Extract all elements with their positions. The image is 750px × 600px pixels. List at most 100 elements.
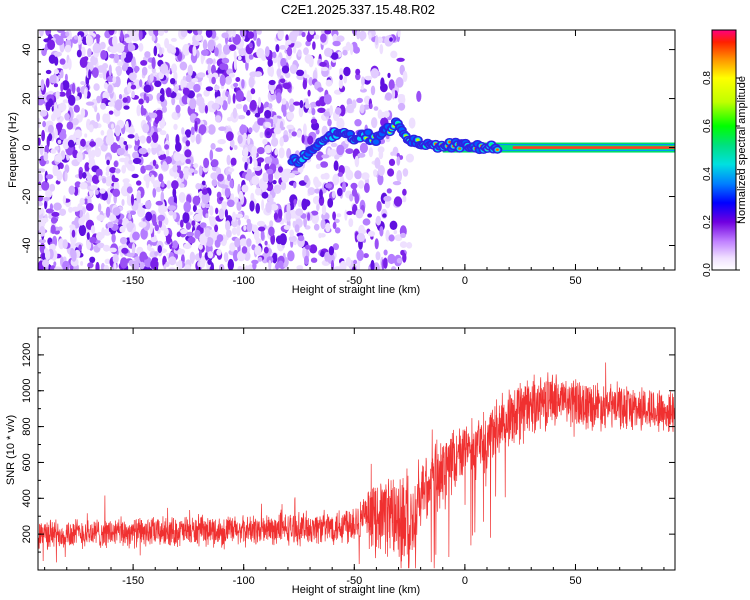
noise-blob bbox=[373, 169, 378, 177]
noise-blob bbox=[295, 208, 304, 216]
noise-blob bbox=[57, 139, 62, 144]
noise-blob bbox=[96, 95, 102, 104]
noise-blob bbox=[281, 65, 290, 74]
noise-blob bbox=[226, 131, 234, 142]
noise-blob bbox=[247, 134, 251, 146]
noise-blob bbox=[62, 138, 70, 150]
noise-blob bbox=[92, 43, 102, 54]
noise-blob bbox=[205, 236, 214, 247]
noise-blob bbox=[226, 199, 235, 208]
colorbar: 0.0 0.2 0.4 0.6 0.8 Normalized spectral ampl… bbox=[702, 29, 748, 277]
noise-blob bbox=[275, 262, 280, 270]
noise-blob bbox=[251, 175, 260, 186]
noise-blob bbox=[207, 39, 215, 52]
noise-blob bbox=[211, 102, 220, 110]
noise-blob bbox=[42, 120, 46, 128]
noise-blob bbox=[293, 101, 301, 106]
noise-blob bbox=[71, 82, 76, 94]
noise-blob bbox=[53, 83, 59, 88]
noise-blob bbox=[406, 242, 413, 249]
noise-blob bbox=[357, 152, 366, 158]
noise-blob bbox=[343, 66, 351, 77]
noise-blob bbox=[323, 172, 330, 180]
noise-blob bbox=[358, 180, 365, 189]
noise-blob bbox=[256, 48, 265, 59]
noise-blob bbox=[382, 213, 387, 218]
noise-blob bbox=[86, 174, 93, 183]
noise-blob bbox=[171, 180, 179, 190]
spectrogram-frame bbox=[37, 29, 676, 271]
noise-blob bbox=[286, 202, 291, 215]
noise-blob bbox=[320, 251, 325, 258]
noise-blob bbox=[183, 201, 191, 213]
noise-blob bbox=[396, 257, 403, 264]
noise-blob bbox=[346, 210, 354, 216]
noise-blob bbox=[90, 225, 96, 234]
noise-blob bbox=[39, 110, 48, 117]
noise-blob bbox=[83, 198, 89, 205]
noise-blob bbox=[324, 30, 332, 35]
noise-blob bbox=[165, 87, 172, 98]
noise-blob bbox=[400, 232, 406, 238]
noise-blob bbox=[205, 30, 213, 38]
noise-blob bbox=[228, 30, 232, 38]
noise-blob bbox=[297, 166, 304, 173]
noise-blob bbox=[78, 217, 85, 226]
noise-blob bbox=[95, 168, 103, 178]
noise-blob bbox=[235, 213, 244, 218]
noise-blob bbox=[144, 51, 151, 58]
noise-blob bbox=[329, 105, 334, 116]
noise-blob bbox=[62, 256, 67, 263]
noise-blob bbox=[223, 252, 229, 263]
noise-blob bbox=[369, 103, 373, 109]
noise-blob bbox=[263, 246, 269, 254]
spectrogram-y-tick-label: -20 bbox=[21, 189, 33, 205]
noise-blob bbox=[194, 120, 198, 132]
noise-blob bbox=[122, 97, 128, 103]
noise-blob bbox=[109, 247, 117, 253]
noise-blob bbox=[209, 216, 216, 227]
noise-blob bbox=[224, 209, 228, 218]
noise-blob bbox=[152, 131, 159, 143]
noise-blob bbox=[350, 182, 358, 190]
noise-blob bbox=[247, 264, 254, 270]
noise-blob bbox=[120, 257, 128, 269]
noise-blob bbox=[215, 207, 219, 215]
noise-blob bbox=[233, 82, 239, 88]
noise-blob bbox=[236, 201, 242, 211]
noise-blob bbox=[360, 36, 364, 42]
noise-blob bbox=[142, 123, 150, 134]
noise-blob bbox=[106, 159, 110, 166]
noise-blob bbox=[379, 226, 384, 237]
spectrogram-y-tick-label: 20 bbox=[21, 92, 33, 104]
noise-blob bbox=[296, 265, 304, 270]
noise-blob bbox=[212, 58, 216, 65]
noise-blob bbox=[175, 104, 181, 114]
noise-blob bbox=[345, 257, 352, 267]
colorbar-tick-label: 0.6 bbox=[702, 119, 713, 133]
noise-blob bbox=[178, 192, 186, 203]
noise-blob bbox=[219, 63, 227, 70]
noise-blob bbox=[209, 205, 214, 216]
snr-x-tick-label: -150 bbox=[122, 575, 144, 587]
figure-title: C2E1.2025.337.15.48.R02 bbox=[281, 2, 435, 17]
noise-blob bbox=[159, 63, 169, 75]
noise-blob bbox=[267, 59, 273, 67]
noise-blob bbox=[50, 217, 58, 224]
noise-blob bbox=[71, 206, 80, 212]
noise-blob bbox=[58, 91, 66, 97]
noise-blob bbox=[266, 131, 270, 136]
noise-blob bbox=[185, 140, 191, 147]
noise-blob bbox=[69, 224, 76, 230]
noise-blob bbox=[253, 229, 260, 241]
noise-blob bbox=[138, 221, 147, 228]
noise-blob bbox=[374, 238, 379, 250]
noise-blob bbox=[237, 115, 246, 120]
noise-blob bbox=[283, 168, 292, 174]
ridge-blob-peak bbox=[458, 147, 461, 150]
noise-blob bbox=[226, 154, 231, 166]
noise-blob bbox=[261, 199, 265, 211]
noise-blob bbox=[45, 69, 52, 75]
noise-blob bbox=[295, 69, 305, 77]
noise-blob bbox=[301, 198, 308, 211]
